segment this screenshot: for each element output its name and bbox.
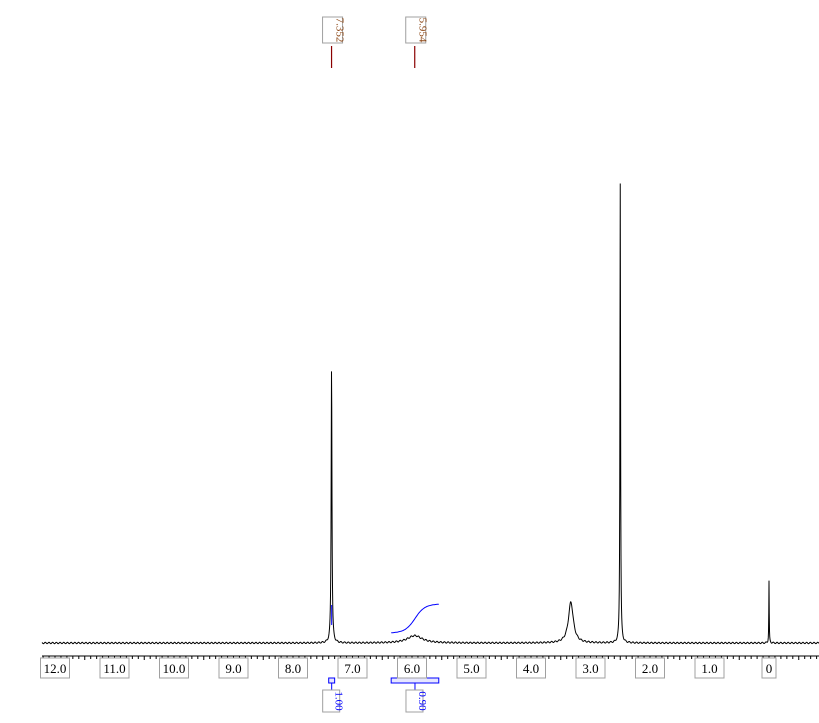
tick-label: 2.0 <box>635 657 665 679</box>
tick-label-text: 6.0 <box>404 661 420 676</box>
spectrum-line <box>41 183 819 645</box>
peak-label-text: 5.954 <box>417 18 429 43</box>
tick-label: 11.0 <box>99 657 130 679</box>
tick-label-text: 7.0 <box>344 661 360 676</box>
tick-label-text: 2.0 <box>642 661 658 676</box>
integral-bar <box>328 677 336 684</box>
tick-label: 12.0 <box>40 657 70 679</box>
tick-label-text: 1.0 <box>701 661 717 676</box>
integral-value: 0.90 <box>416 691 428 711</box>
tick-label: 5.0 <box>456 657 487 679</box>
integral-curve <box>391 603 439 634</box>
tick-label-text: 4.0 <box>523 661 539 676</box>
x-axis-ticks: 12.0 11.0 10.0 9.0 8.0 7.0 6.0 5.0 4.0 3.0 2.0 1.0 0 <box>40 656 818 679</box>
tick-label-text: 0 <box>766 661 773 676</box>
tick-label-text: 11.0 <box>103 661 125 676</box>
integral: 1.00 <box>322 605 345 713</box>
integral-bar <box>390 677 440 684</box>
integral: 0.90 <box>390 603 440 713</box>
tick-label: 0 <box>761 657 777 679</box>
peak-label: 5.954 <box>405 16 429 68</box>
tick-label: 7.0 <box>337 657 368 679</box>
integral-label-box <box>405 689 424 713</box>
tick-label: 10.0 <box>159 657 189 679</box>
tick-label-text: 12.0 <box>44 661 67 676</box>
tick-label: 4.0 <box>516 657 546 679</box>
peak-labels: 7.352 5.954 <box>322 16 429 68</box>
integral-label-box <box>322 689 341 713</box>
tick-label-text: 8.0 <box>285 661 301 676</box>
integrals: 1.00 0.90 <box>322 603 440 713</box>
tick-label: 6.0 <box>397 657 427 679</box>
tick-label: 3.0 <box>575 657 606 679</box>
integral-value: 1.00 <box>333 691 345 711</box>
peak-label: 7.352 <box>322 16 346 68</box>
tick-label: 1.0 <box>694 657 725 679</box>
tick-label-text: 5.0 <box>463 661 479 676</box>
tick-label-text: 10.0 <box>163 661 186 676</box>
tick-label-text: 9.0 <box>225 661 241 676</box>
tick-label: 8.0 <box>278 657 308 679</box>
peak-label-text: 7.352 <box>334 18 346 43</box>
tick-label: 9.0 <box>218 657 249 679</box>
tick-label-text: 3.0 <box>582 661 598 676</box>
